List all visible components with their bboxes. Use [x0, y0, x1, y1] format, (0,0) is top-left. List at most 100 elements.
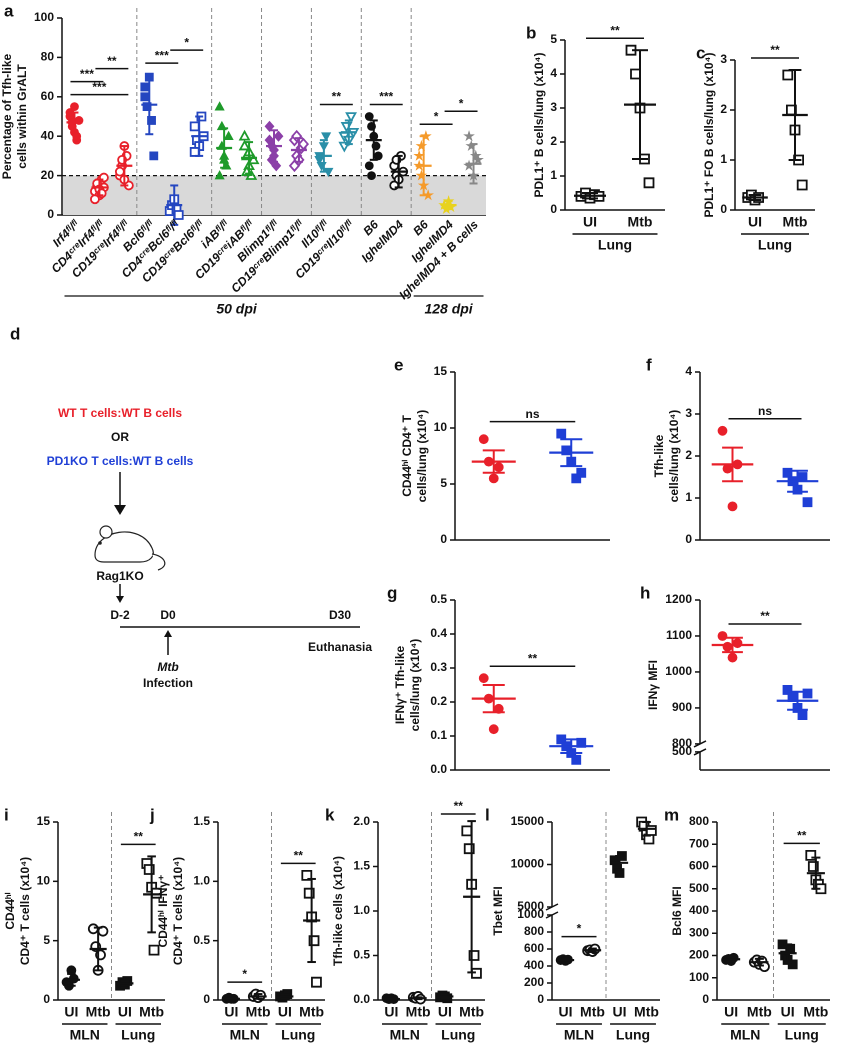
panel-f: 0 1 2 3 4 Tfh-like cells/lung (x10⁴) f ns	[646, 355, 830, 546]
y-tick-label: 500	[672, 744, 692, 758]
y-tick-label: 5	[43, 933, 50, 947]
x-tick-label: UI	[384, 1004, 398, 1020]
panel-letter: i	[4, 805, 9, 824]
data-point	[493, 462, 504, 473]
y-tick-label: 0.3	[430, 660, 447, 674]
panel-letter: d	[10, 324, 20, 343]
data-point	[782, 467, 793, 478]
group-label: MLN	[564, 1027, 594, 1043]
data-point	[469, 149, 482, 161]
y-tick-label: 0	[47, 207, 54, 221]
x-tick-label: Mtb	[803, 1004, 828, 1020]
data-point	[373, 151, 383, 161]
y-tick-label: 100	[689, 970, 709, 984]
significance-label: **	[294, 849, 304, 863]
significance-label: **	[134, 830, 144, 844]
significance-label: ns	[525, 407, 539, 421]
y-tick-label: 0.4	[430, 626, 447, 640]
data-point	[472, 153, 484, 165]
significance-label: *	[242, 967, 247, 981]
y-tick-label: 0	[685, 532, 692, 546]
arrow-head	[114, 505, 126, 515]
x-tick-label: UI	[118, 1004, 132, 1020]
data-point	[630, 68, 641, 80]
y-tick-label: 800	[672, 736, 692, 750]
y-tick-label: 2	[685, 448, 692, 462]
data-point	[802, 688, 813, 699]
significance-label: **	[770, 43, 780, 57]
data-point	[461, 825, 473, 837]
y-tick-label: 10000	[511, 857, 545, 871]
significance-label: *	[459, 96, 464, 110]
x-tick-label: Mtb	[246, 1004, 271, 1020]
y-tick-label: 400	[524, 958, 544, 972]
data-point	[625, 44, 637, 56]
y-tick-label: 15	[37, 814, 51, 828]
data-point	[556, 428, 567, 439]
significance-label: *	[577, 922, 582, 936]
data-point	[238, 129, 251, 141]
timeline-label: D0	[160, 608, 176, 622]
panel-d: d WT T cells:WT B cells OR PD1KO T cells…	[10, 324, 372, 690]
y-tick-label: 4	[550, 66, 557, 80]
y-axis-label: Tfh-like	[652, 434, 666, 477]
significance-label: *	[434, 109, 439, 123]
x-tick-label: Mtb	[406, 1004, 431, 1020]
y-axis-label: PDL1⁺ FO B cells/lung (x10⁴)	[702, 53, 716, 218]
panel-letter: j	[149, 805, 155, 824]
panel-i: 0 5 10 15 CD44ʰⁱ CD4⁺ T cells (x10⁴) i ** UI Mtb U…	[3, 805, 165, 1043]
significance-label: ***	[92, 80, 106, 94]
x-tick-label: UI	[278, 1004, 292, 1020]
x-tick-label: UI	[748, 214, 762, 230]
y-tick-label: 1.5	[353, 859, 370, 873]
data-point	[643, 177, 655, 189]
y-tick-label: 1	[685, 490, 692, 504]
y-tick-label: 1.0	[353, 903, 370, 917]
y-tick-label: 1.0	[193, 874, 210, 888]
y-tick-label: 200	[689, 948, 709, 962]
timeline-label: D30	[329, 608, 351, 622]
x-tick-label: Mtb	[86, 1004, 111, 1020]
data-point	[364, 161, 374, 171]
y-tick-label: 300	[689, 925, 709, 939]
data-point	[614, 868, 625, 878]
x-tick-label: UI	[224, 1004, 238, 1020]
data-point	[759, 961, 770, 973]
group-label: Lung	[121, 1027, 155, 1043]
x-tick-label: UI	[559, 1004, 573, 1020]
data-point	[189, 121, 200, 132]
y-axis-label: Bcl6 MFI	[670, 886, 684, 935]
data-point	[311, 976, 322, 988]
data-point	[364, 112, 374, 121]
group-label: MLN	[390, 1027, 420, 1043]
y-tick-label: 3	[720, 52, 727, 66]
data-point	[70, 102, 79, 112]
threshold-band	[63, 175, 486, 215]
data-point	[645, 825, 657, 836]
data-point	[722, 641, 733, 652]
significance-label: **	[760, 609, 770, 623]
x-tick-label: UI	[583, 214, 597, 230]
y-tick-label: 0.1	[430, 728, 447, 742]
data-point	[576, 467, 587, 478]
data-point	[288, 159, 301, 173]
y-tick-label: 3	[550, 100, 557, 114]
significance-label: **	[610, 23, 620, 37]
significance-label: *	[184, 35, 189, 49]
or: OR	[111, 430, 129, 444]
data-point	[727, 652, 738, 663]
event: Mtb	[157, 660, 178, 674]
data-point	[140, 92, 150, 102]
y-tick-label: 20	[41, 168, 55, 182]
y-tick-label: 1100	[666, 628, 692, 642]
y-tick-label: 40	[41, 128, 55, 142]
y-tick-label: 10	[434, 420, 448, 434]
y-tick-label: 200	[524, 975, 544, 989]
significance-label: ***	[379, 90, 393, 104]
y-tick-label: 1.5	[193, 814, 210, 828]
panel-letter: l	[485, 805, 490, 824]
y-tick-label: 500	[689, 881, 709, 895]
y-axis-label: CD4⁺ T cells (x10⁴)	[171, 857, 185, 965]
